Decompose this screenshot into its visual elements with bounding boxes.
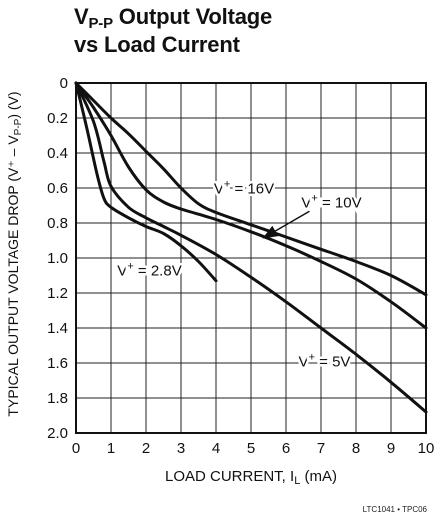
- series-label: V+ = 5V: [299, 352, 351, 371]
- y-tick-label: 1.2: [47, 285, 68, 302]
- x-tick-label: 10: [418, 440, 435, 457]
- series-line: [74, 81, 428, 414]
- y-tick-label: 1.4: [47, 320, 68, 337]
- series-line: [74, 81, 218, 283]
- y-tick-label: 1.8: [47, 390, 68, 407]
- y-axis-label-subscript: P-P: [13, 118, 24, 135]
- y-tick-label: 2.0: [47, 425, 68, 442]
- series-label: V+ = 2.8V: [117, 261, 181, 280]
- series-line: [74, 81, 428, 297]
- x-axis-label-subscript: L: [294, 475, 300, 487]
- x-tick-label: 3: [177, 440, 185, 457]
- x-tick-label: 4: [212, 440, 220, 457]
- x-axis-label: LOAD CURRENT, IL (mA): [165, 468, 337, 487]
- x-tick-label: 6: [282, 440, 290, 457]
- y-tick-label: 1.6: [47, 355, 68, 372]
- y-axis-label-text: TYPICAL OUTPUT VOLTAGE DROP (V⁺ – V: [5, 135, 21, 417]
- y-tick-label: 1.0: [47, 250, 68, 267]
- y-tick-label: 0.4: [47, 145, 68, 162]
- figure-code: LTC1041 • TPC06: [362, 505, 427, 514]
- y-axis-label: TYPICAL OUTPUT VOLTAGE DROP (V⁺ – VP-P) …: [5, 91, 24, 416]
- series-layer: [74, 81, 428, 414]
- annotation-layer: V+ = 16V V+ = 10V V+ = 5V V+ = 2.8V: [115, 176, 364, 373]
- chart-title-rest: Output Voltage: [112, 4, 273, 29]
- x-tick-label: 2: [142, 440, 150, 457]
- x-axis-label-unit: (mA): [300, 468, 337, 485]
- y-axis-label-end: ) (V): [5, 91, 21, 118]
- series-line: [74, 81, 428, 330]
- y-tick-label: 0.2: [47, 110, 68, 127]
- chart-title-line-2: vs Load Current: [74, 32, 240, 57]
- series-label: V+ = 16V: [214, 178, 274, 197]
- x-tick-label: 9: [387, 440, 395, 457]
- x-tick-label: 7: [317, 440, 325, 457]
- tick-label-layer: 0 1 2 3 4 5 6 7 8 9 10 0 0.2 0.4 0.6 0.8 1.0 1.2 1.4 1.6 1.8…: [47, 75, 434, 457]
- x-tick-label: 0: [72, 440, 80, 457]
- series-label: V+ = 10V: [301, 192, 361, 211]
- x-tick-label: 1: [107, 440, 115, 457]
- chart-title-v: V: [74, 4, 89, 29]
- y-tick-label: 0.6: [47, 180, 68, 197]
- y-tick-label: 0.8: [47, 215, 68, 232]
- x-tick-label: 8: [352, 440, 360, 457]
- annotation-arrow: [262, 210, 310, 239]
- x-tick-label: 5: [247, 440, 255, 457]
- y-tick-label: 0: [60, 75, 68, 92]
- plot-frame: [75, 82, 427, 434]
- x-axis-label-text: LOAD CURRENT, I: [165, 468, 294, 485]
- chart-title-line-1: VP-P Output Voltage: [74, 4, 273, 32]
- chart-title-subscript: P-P: [88, 15, 113, 32]
